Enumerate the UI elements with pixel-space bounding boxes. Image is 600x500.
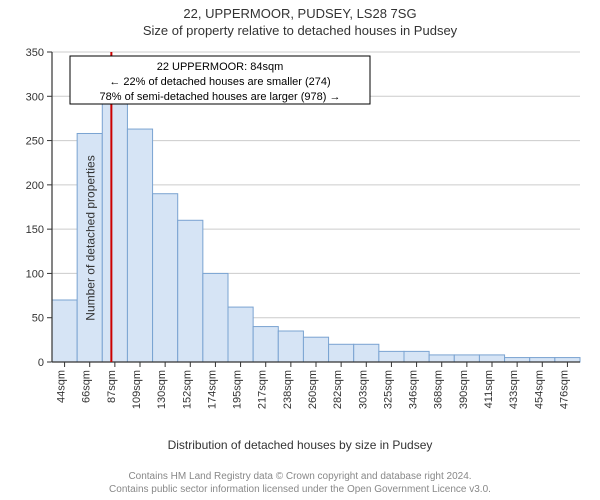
svg-text:454sqm: 454sqm (533, 370, 545, 409)
histogram-bar (505, 358, 530, 362)
svg-text:152sqm: 152sqm (181, 370, 193, 409)
histogram-bar (178, 220, 203, 362)
svg-text:238sqm: 238sqm (282, 370, 294, 409)
histogram-bar (253, 327, 278, 362)
svg-text:411sqm: 411sqm (483, 370, 495, 408)
svg-text:0: 0 (38, 357, 44, 369)
svg-text:300: 300 (26, 91, 44, 103)
histogram-bar (52, 300, 77, 362)
histogram-bar (203, 273, 228, 362)
histogram-bar (555, 358, 580, 362)
histogram-bar (303, 337, 328, 362)
annotation-line-1: 22 UPPERMOOR: 84sqm (157, 61, 284, 73)
svg-text:66sqm: 66sqm (81, 370, 93, 403)
svg-text:150: 150 (26, 224, 44, 236)
y-axis-label: Number of detached properties (84, 155, 98, 320)
histogram-bar (278, 331, 303, 362)
histogram-bar (479, 355, 504, 362)
svg-text:368sqm: 368sqm (433, 370, 445, 409)
histogram-bar (379, 351, 404, 362)
histogram-bar (454, 355, 479, 362)
svg-text:476sqm: 476sqm (558, 370, 570, 409)
histogram-bar (329, 344, 354, 362)
histogram-bar (127, 129, 152, 362)
annotation-line-2: ← 22% of detached houses are smaller (27… (109, 76, 330, 88)
svg-text:174sqm: 174sqm (206, 370, 218, 409)
page-title: 22, UPPERMOOR, PUDSEY, LS28 7SG (0, 0, 600, 21)
svg-text:100: 100 (26, 268, 44, 280)
svg-text:109sqm: 109sqm (131, 370, 143, 409)
svg-text:44sqm: 44sqm (56, 370, 68, 403)
svg-text:282sqm: 282sqm (332, 370, 344, 409)
histogram-bar (102, 96, 127, 362)
histogram-bar (228, 307, 253, 362)
svg-text:325sqm: 325sqm (382, 370, 394, 409)
svg-text:87sqm: 87sqm (106, 370, 118, 403)
svg-text:390sqm: 390sqm (458, 370, 470, 409)
histogram-bar (530, 358, 555, 362)
histogram-bar (354, 344, 379, 362)
footer-attribution: Contains HM Land Registry data © Crown c… (0, 470, 600, 496)
svg-text:433sqm: 433sqm (508, 370, 520, 409)
footer-line-2: Contains public sector information licen… (0, 483, 600, 496)
annotation-line-3: 78% of semi-detached houses are larger (… (100, 91, 341, 103)
svg-text:350: 350 (26, 47, 44, 59)
svg-text:200: 200 (26, 180, 44, 192)
x-axis-label: Distribution of detached houses by size … (0, 438, 600, 452)
svg-text:346sqm: 346sqm (408, 370, 420, 409)
chart-container: Number of detached properties 0 50 100 150 2… (0, 42, 600, 434)
svg-text:260sqm: 260sqm (307, 370, 319, 409)
svg-text:250: 250 (26, 136, 44, 148)
svg-text:217sqm: 217sqm (257, 370, 269, 409)
histogram-bar (153, 194, 178, 362)
svg-text:130sqm: 130sqm (156, 370, 168, 409)
histogram-bar (404, 351, 429, 362)
footer-line-1: Contains HM Land Registry data © Crown c… (0, 470, 600, 483)
svg-text:50: 50 (32, 313, 44, 325)
svg-text:195sqm: 195sqm (232, 370, 244, 409)
svg-text:303sqm: 303sqm (357, 370, 369, 409)
page-subtitle: Size of property relative to detached ho… (0, 21, 600, 38)
histogram-bar (429, 355, 454, 362)
